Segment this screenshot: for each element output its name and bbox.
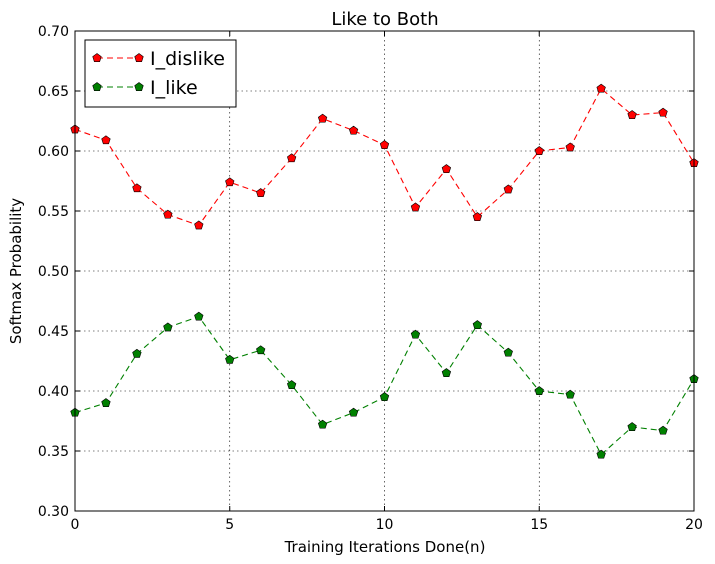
legend: I_dislike I_like (84, 39, 237, 108)
data-point (163, 209, 173, 219)
legend-entries: I_dislike I_like (92, 48, 225, 99)
chart-title: Like to Both (331, 9, 438, 30)
y-tick-label: 0.50 (38, 264, 69, 280)
y-tick-label: 0.35 (38, 444, 69, 460)
y-axis-ticks: 0.30 0.35 0.40 0.45 0.50 0.55 0.60 0.65 0.70 (38, 24, 694, 520)
legend-label: I_like (150, 77, 198, 99)
data-point (317, 419, 328, 429)
data-point (534, 386, 544, 395)
data-point (596, 83, 606, 93)
y-tick-label: 0.45 (38, 324, 69, 340)
legend-marker (134, 53, 144, 62)
data-point (627, 422, 637, 431)
data-point (225, 177, 235, 187)
y-tick-label: 0.30 (38, 504, 69, 520)
series-layer (70, 83, 699, 459)
data-point (101, 398, 111, 407)
x-tick-label: 10 (376, 517, 394, 533)
data-point (565, 142, 575, 152)
data-point (194, 311, 204, 321)
series-I_like (70, 311, 699, 459)
data-point (534, 146, 544, 155)
legend-entry: I_like (92, 77, 198, 99)
legend-marker (92, 53, 102, 62)
data-point (410, 202, 421, 212)
legend-marker (92, 82, 102, 91)
data-point (256, 345, 266, 355)
y-axis-label: Softmax Probability (7, 198, 25, 344)
data-point (658, 425, 668, 435)
data-point (348, 407, 359, 417)
data-point (441, 368, 452, 377)
series-I_dislike (70, 83, 699, 230)
data-point (194, 220, 204, 230)
data-point (596, 449, 606, 459)
x-axis-label: Training Iterations Done(n) (284, 538, 486, 556)
data-point (163, 322, 173, 332)
legend-box (84, 39, 237, 108)
data-point (472, 320, 482, 329)
data-point (287, 153, 297, 163)
data-point (627, 110, 637, 119)
x-tick-label: 20 (685, 517, 703, 533)
y-tick-label: 0.70 (38, 24, 69, 40)
data-point (410, 329, 421, 339)
data-point (379, 140, 390, 149)
data-point (225, 354, 235, 364)
x-tick-label: 15 (530, 517, 548, 533)
data-point (317, 113, 328, 123)
data-point (565, 389, 575, 399)
data-point (132, 183, 142, 193)
x-tick-label: 0 (71, 517, 80, 533)
data-point (132, 348, 142, 358)
data-point (441, 164, 452, 173)
y-tick-label: 0.60 (38, 144, 69, 160)
legend-label: I_dislike (150, 48, 225, 70)
y-tick-label: 0.65 (38, 84, 69, 100)
data-point (287, 380, 297, 389)
data-point (503, 184, 513, 194)
data-point (503, 347, 513, 357)
legend-entry: I_dislike (92, 48, 225, 70)
x-tick-label: 5 (225, 517, 234, 533)
plot-frame (74, 30, 695, 512)
data-point (658, 107, 668, 117)
y-tick-label: 0.55 (38, 204, 69, 220)
data-point (256, 188, 266, 197)
data-point (348, 125, 359, 135)
data-point (472, 212, 482, 221)
data-point (101, 135, 111, 145)
y-tick-label: 0.40 (38, 384, 69, 400)
legend-marker (134, 82, 144, 91)
data-point (379, 392, 390, 401)
